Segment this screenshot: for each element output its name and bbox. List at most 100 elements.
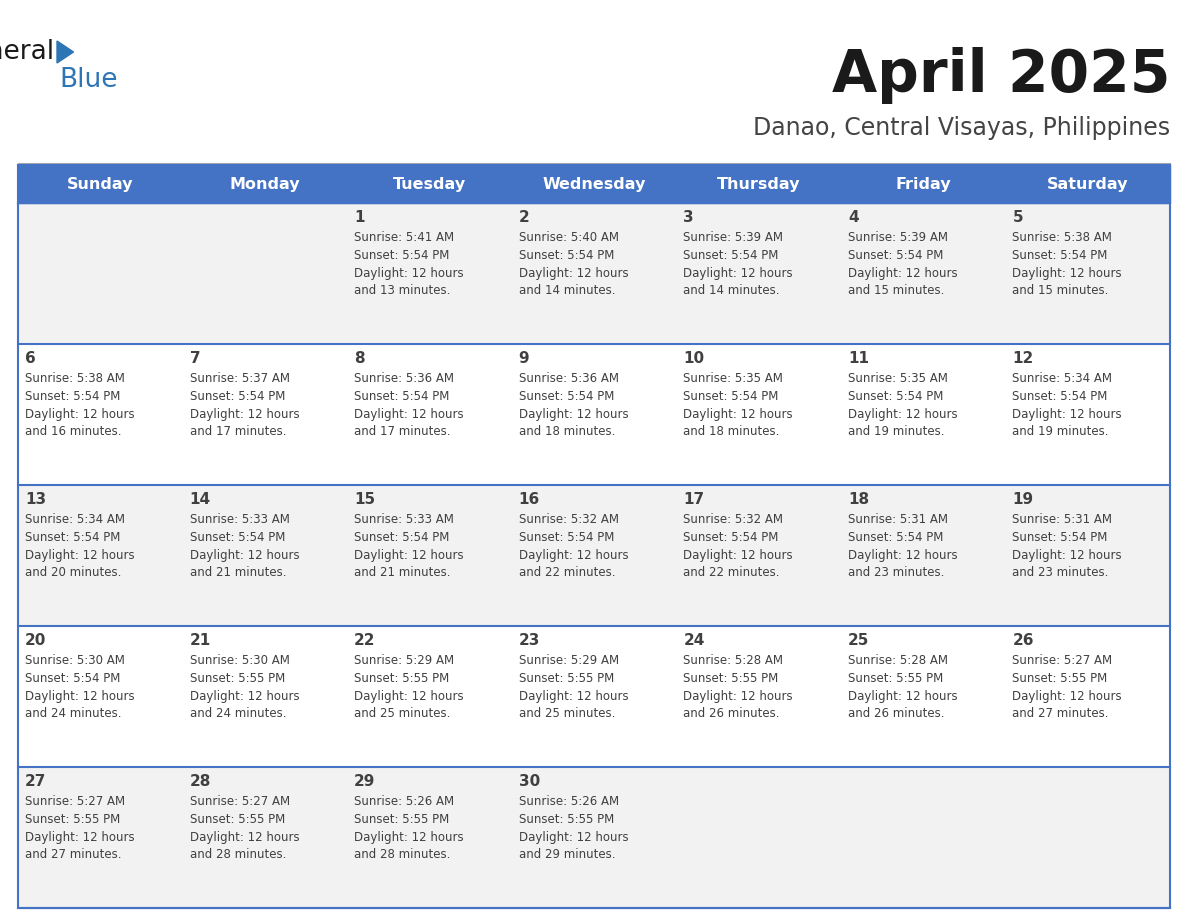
Text: Sunrise: 5:27 AM: Sunrise: 5:27 AM bbox=[1012, 654, 1112, 667]
Bar bbox=[18, 626, 183, 767]
Text: General: General bbox=[0, 39, 55, 65]
Text: Sunrise: 5:41 AM: Sunrise: 5:41 AM bbox=[354, 231, 454, 244]
Text: Sunset: 5:55 PM: Sunset: 5:55 PM bbox=[190, 672, 285, 685]
Text: Daylight: 12 hours: Daylight: 12 hours bbox=[354, 267, 463, 280]
Text: Sunrise: 5:34 AM: Sunrise: 5:34 AM bbox=[25, 513, 125, 526]
Text: 2: 2 bbox=[519, 210, 530, 225]
Text: Sunset: 5:55 PM: Sunset: 5:55 PM bbox=[25, 813, 120, 826]
Text: and 23 minutes.: and 23 minutes. bbox=[848, 566, 944, 579]
Bar bbox=[347, 344, 512, 485]
Text: and 29 minutes.: and 29 minutes. bbox=[519, 848, 615, 861]
Text: Sunset: 5:54 PM: Sunset: 5:54 PM bbox=[848, 249, 943, 262]
Bar bbox=[841, 344, 1005, 485]
Text: Tuesday: Tuesday bbox=[393, 176, 466, 192]
Text: and 23 minutes.: and 23 minutes. bbox=[1012, 566, 1108, 579]
Text: Daylight: 12 hours: Daylight: 12 hours bbox=[683, 690, 792, 703]
Bar bbox=[841, 203, 1005, 344]
Text: Danao, Central Visayas, Philippines: Danao, Central Visayas, Philippines bbox=[753, 116, 1170, 140]
Text: 25: 25 bbox=[848, 633, 870, 648]
Text: Daylight: 12 hours: Daylight: 12 hours bbox=[519, 831, 628, 844]
Text: Daylight: 12 hours: Daylight: 12 hours bbox=[190, 549, 299, 562]
Text: Sunset: 5:55 PM: Sunset: 5:55 PM bbox=[683, 672, 778, 685]
Text: Daylight: 12 hours: Daylight: 12 hours bbox=[519, 267, 628, 280]
Text: Sunset: 5:54 PM: Sunset: 5:54 PM bbox=[683, 531, 778, 544]
Text: Sunrise: 5:38 AM: Sunrise: 5:38 AM bbox=[25, 372, 125, 385]
Text: and 18 minutes.: and 18 minutes. bbox=[519, 425, 615, 438]
Bar bbox=[841, 485, 1005, 626]
Bar bbox=[1005, 626, 1170, 767]
Text: 23: 23 bbox=[519, 633, 541, 648]
Text: Blue: Blue bbox=[59, 67, 118, 93]
Text: Sunrise: 5:36 AM: Sunrise: 5:36 AM bbox=[354, 372, 454, 385]
Text: 11: 11 bbox=[848, 351, 868, 366]
Text: 27: 27 bbox=[25, 774, 46, 789]
Text: Sunrise: 5:32 AM: Sunrise: 5:32 AM bbox=[519, 513, 619, 526]
Text: Daylight: 12 hours: Daylight: 12 hours bbox=[1012, 408, 1121, 421]
Bar bbox=[183, 203, 347, 344]
Text: Daylight: 12 hours: Daylight: 12 hours bbox=[25, 549, 134, 562]
Text: and 27 minutes.: and 27 minutes. bbox=[25, 848, 121, 861]
Text: Daylight: 12 hours: Daylight: 12 hours bbox=[1012, 690, 1121, 703]
Text: and 19 minutes.: and 19 minutes. bbox=[848, 425, 944, 438]
Text: Daylight: 12 hours: Daylight: 12 hours bbox=[519, 549, 628, 562]
Text: 19: 19 bbox=[1012, 492, 1034, 507]
Text: 8: 8 bbox=[354, 351, 365, 366]
Text: Sunrise: 5:39 AM: Sunrise: 5:39 AM bbox=[848, 231, 948, 244]
Text: and 24 minutes.: and 24 minutes. bbox=[190, 707, 286, 720]
Bar bbox=[18, 344, 183, 485]
Text: Sunset: 5:55 PM: Sunset: 5:55 PM bbox=[519, 813, 614, 826]
Bar bbox=[18, 165, 1170, 908]
Text: Daylight: 12 hours: Daylight: 12 hours bbox=[1012, 549, 1121, 562]
Text: Thursday: Thursday bbox=[716, 176, 801, 192]
Bar bbox=[512, 203, 676, 344]
Text: Sunset: 5:54 PM: Sunset: 5:54 PM bbox=[354, 531, 449, 544]
Text: Sunset: 5:55 PM: Sunset: 5:55 PM bbox=[848, 672, 943, 685]
Text: 14: 14 bbox=[190, 492, 210, 507]
Bar bbox=[676, 485, 841, 626]
Bar bbox=[512, 485, 676, 626]
Text: 9: 9 bbox=[519, 351, 530, 366]
Bar bbox=[676, 767, 841, 908]
Text: Daylight: 12 hours: Daylight: 12 hours bbox=[25, 831, 134, 844]
Bar bbox=[18, 485, 183, 626]
Text: 13: 13 bbox=[25, 492, 46, 507]
Bar bbox=[512, 626, 676, 767]
Text: Daylight: 12 hours: Daylight: 12 hours bbox=[848, 408, 958, 421]
Text: Sunset: 5:55 PM: Sunset: 5:55 PM bbox=[1012, 672, 1107, 685]
Text: 18: 18 bbox=[848, 492, 868, 507]
Text: Sunrise: 5:35 AM: Sunrise: 5:35 AM bbox=[683, 372, 783, 385]
Polygon shape bbox=[57, 41, 74, 63]
Bar bbox=[347, 767, 512, 908]
Text: Sunrise: 5:28 AM: Sunrise: 5:28 AM bbox=[683, 654, 783, 667]
Text: Daylight: 12 hours: Daylight: 12 hours bbox=[683, 549, 792, 562]
Bar bbox=[1005, 344, 1170, 485]
Text: Sunset: 5:54 PM: Sunset: 5:54 PM bbox=[1012, 531, 1107, 544]
Bar bbox=[18, 203, 183, 344]
Text: and 28 minutes.: and 28 minutes. bbox=[354, 848, 450, 861]
Text: and 28 minutes.: and 28 minutes. bbox=[190, 848, 286, 861]
Bar bbox=[347, 485, 512, 626]
Bar bbox=[841, 626, 1005, 767]
Text: Sunrise: 5:27 AM: Sunrise: 5:27 AM bbox=[190, 795, 290, 808]
Text: and 13 minutes.: and 13 minutes. bbox=[354, 284, 450, 297]
Text: Sunrise: 5:35 AM: Sunrise: 5:35 AM bbox=[848, 372, 948, 385]
Text: 12: 12 bbox=[1012, 351, 1034, 366]
Text: Daylight: 12 hours: Daylight: 12 hours bbox=[354, 408, 463, 421]
Text: Sunset: 5:54 PM: Sunset: 5:54 PM bbox=[190, 531, 285, 544]
Text: Sunrise: 5:29 AM: Sunrise: 5:29 AM bbox=[519, 654, 619, 667]
Text: Friday: Friday bbox=[896, 176, 950, 192]
Text: and 21 minutes.: and 21 minutes. bbox=[190, 566, 286, 579]
Text: Sunrise: 5:33 AM: Sunrise: 5:33 AM bbox=[190, 513, 290, 526]
Text: and 26 minutes.: and 26 minutes. bbox=[848, 707, 944, 720]
Text: and 14 minutes.: and 14 minutes. bbox=[519, 284, 615, 297]
Text: and 15 minutes.: and 15 minutes. bbox=[848, 284, 944, 297]
Text: 4: 4 bbox=[848, 210, 859, 225]
Text: and 21 minutes.: and 21 minutes. bbox=[354, 566, 450, 579]
Text: Sunrise: 5:27 AM: Sunrise: 5:27 AM bbox=[25, 795, 125, 808]
Bar bbox=[512, 767, 676, 908]
Text: and 17 minutes.: and 17 minutes. bbox=[354, 425, 450, 438]
Bar bbox=[1005, 485, 1170, 626]
Text: 20: 20 bbox=[25, 633, 46, 648]
Text: Sunrise: 5:30 AM: Sunrise: 5:30 AM bbox=[25, 654, 125, 667]
Text: Saturday: Saturday bbox=[1047, 176, 1129, 192]
